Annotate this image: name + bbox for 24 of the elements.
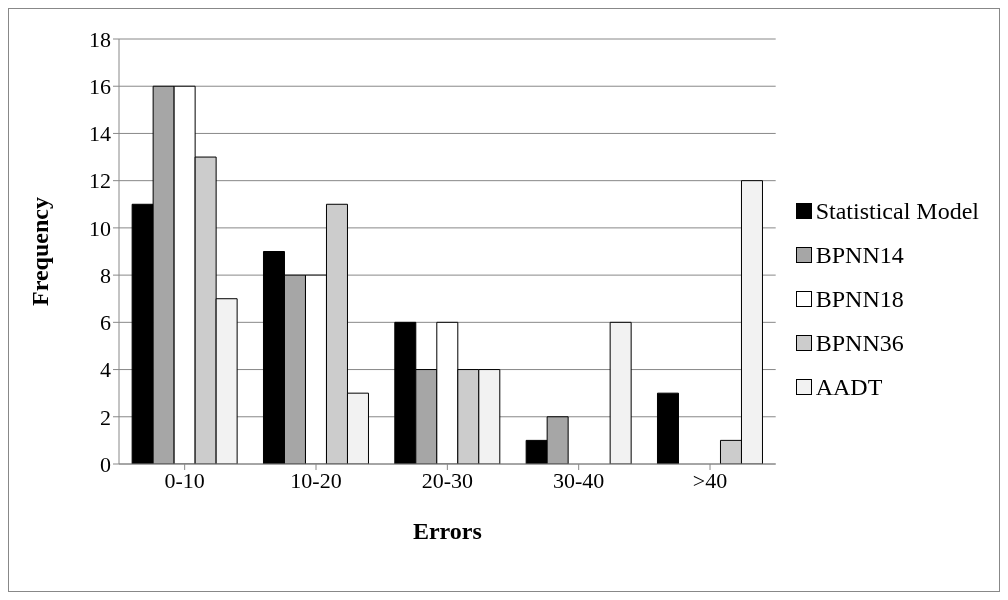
- y-tick-label: 0: [100, 451, 111, 477]
- x-tick-label: >40: [692, 467, 728, 493]
- legend-label: BPNN18: [815, 285, 904, 314]
- legend-label: BPNN14: [815, 241, 904, 270]
- y-tick-label: 4: [100, 357, 111, 383]
- y-tick-label: 10: [89, 215, 111, 241]
- y-axis-title: Frequency: [26, 197, 53, 306]
- x-tick-label: 0-10: [164, 467, 205, 493]
- y-tick-label: 14: [89, 121, 111, 147]
- x-tick-label: 20-30: [421, 467, 474, 493]
- x-tick-label: 10-20: [290, 467, 342, 493]
- y-tick-label: 18: [89, 26, 111, 52]
- y-tick-label: 16: [89, 74, 111, 100]
- x-axis-title: Errors: [412, 518, 482, 544]
- x-tick-label: 30-40: [553, 467, 605, 493]
- bar: [609, 321, 632, 464]
- y-tick-label: 6: [100, 310, 111, 336]
- bar: [656, 392, 679, 464]
- y-tick-label: 12: [89, 168, 111, 194]
- legend-label: AADT: [815, 373, 883, 402]
- y-tick-label: 2: [100, 404, 111, 430]
- y-tick-label: 8: [100, 262, 111, 288]
- legend-label: Statistical Model: [815, 197, 979, 226]
- legend-label: BPNN36: [815, 329, 904, 358]
